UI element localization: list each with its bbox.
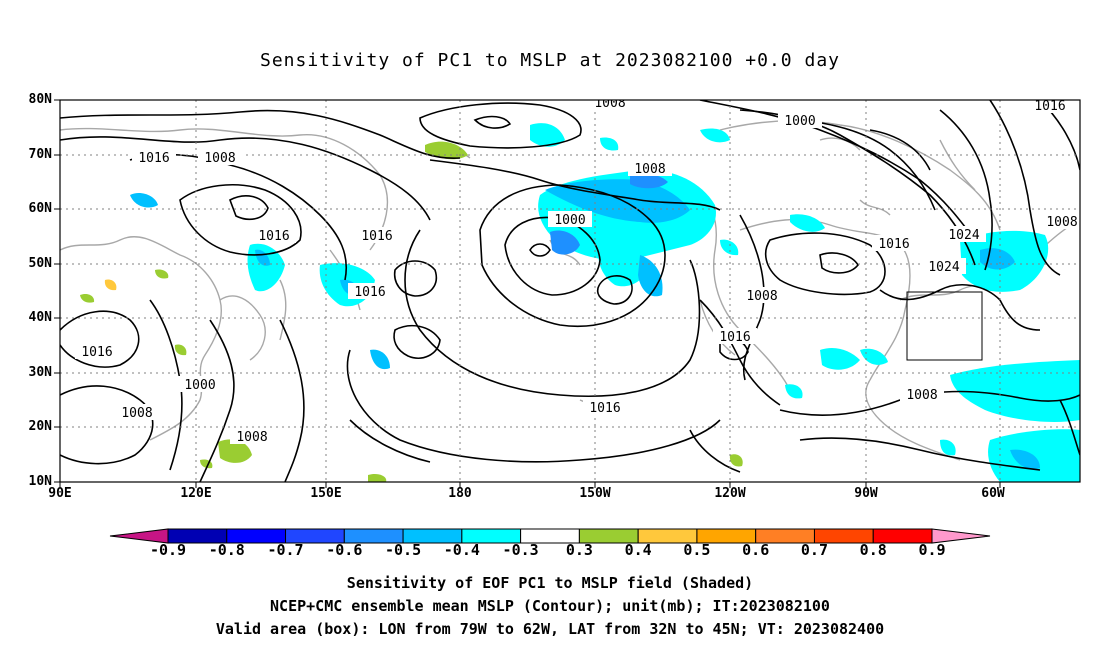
svg-text:1016: 1016 <box>719 330 750 345</box>
contour-label: 1008 <box>198 149 242 166</box>
colorbar-label: 0.7 <box>800 541 828 559</box>
contour-label: 1008 <box>1040 213 1080 230</box>
svg-text:1008: 1008 <box>906 388 937 403</box>
contour-label: 1016 <box>75 343 119 360</box>
lon-label: 150W <box>579 486 611 501</box>
colorbar-label: -0.9 <box>149 541 187 559</box>
colorbar-label: 0.5 <box>683 541 711 559</box>
lat-label: 10N <box>28 474 52 489</box>
colorbar <box>109 528 991 544</box>
lat-label: 20N <box>28 419 52 434</box>
caption-line-3: Valid area (box): LON from 79W to 62W, L… <box>215 620 885 638</box>
contour-label: 1024 <box>942 226 986 243</box>
colorbar-label: 0.6 <box>742 541 770 559</box>
axis-ticks <box>54 99 1001 488</box>
svg-text:1016: 1016 <box>81 345 112 360</box>
colorbar-extend-high <box>931 528 991 544</box>
svg-text:1000: 1000 <box>184 378 215 393</box>
map-title: Sensitivity of PC1 to MSLP at 2023082100… <box>259 50 840 71</box>
colorbar-label: 0.3 <box>565 541 593 559</box>
svg-text:1024: 1024 <box>948 228 979 243</box>
svg-text:1008: 1008 <box>121 406 152 421</box>
lon-label: 120W <box>714 486 746 501</box>
svg-text:1000: 1000 <box>784 114 815 129</box>
contour-label: 1008 <box>588 96 632 111</box>
svg-text:1008: 1008 <box>1046 215 1077 230</box>
lat-label: 60N <box>28 201 52 216</box>
contour-label: 1016 <box>355 227 399 244</box>
contour-label: 1016 <box>252 227 296 244</box>
colorbar-label: -0.3 <box>502 541 539 559</box>
contour-label: 1016 <box>713 328 757 345</box>
sensitivity-map: 1008 1016 1000 1016 1008 1008 1000 1008 … <box>54 96 1081 488</box>
lat-label: 80N <box>28 92 52 107</box>
svg-text:1008: 1008 <box>236 430 267 445</box>
contour-label: 1016 <box>132 149 176 166</box>
contour-label: 1008 <box>900 386 944 403</box>
colorbar-label: 0.8 <box>859 541 887 559</box>
svg-text:1016: 1016 <box>361 229 392 244</box>
contour-label: 1016 <box>348 283 392 300</box>
contour-label: 1000 <box>178 376 222 393</box>
svg-text:1008: 1008 <box>634 162 665 177</box>
svg-text:1008: 1008 <box>594 96 625 111</box>
lon-label: 180 <box>448 486 472 501</box>
colorbar-label: -0.6 <box>326 541 363 559</box>
lon-label: 60W <box>981 486 1005 501</box>
svg-text:1016: 1016 <box>589 401 620 416</box>
colorbar-label: -0.7 <box>267 541 304 559</box>
contour-label-group: 1008 1016 1000 1016 1008 1008 1000 1008 … <box>75 96 1080 445</box>
caption-line-1: Sensitivity of EOF PC1 to MSLP field (Sh… <box>346 574 754 592</box>
colorbar-label: -0.8 <box>208 541 245 559</box>
svg-text:1016: 1016 <box>354 285 385 300</box>
lat-label: 30N <box>28 365 52 380</box>
map-frame <box>59 99 1081 483</box>
contour-label: 1016 <box>872 235 916 252</box>
svg-text:1016: 1016 <box>1034 99 1065 114</box>
svg-text:1000: 1000 <box>554 213 585 228</box>
lon-label: 90W <box>854 486 878 501</box>
contour-label: 1008 <box>230 428 274 445</box>
lat-label: 70N <box>28 147 52 162</box>
contour-label: 1008 <box>628 160 672 177</box>
contour-label: 1016 <box>583 399 627 416</box>
contour-label: 1008 <box>115 404 159 421</box>
lon-label: 120E <box>180 486 212 501</box>
contour-label: 1008 <box>740 287 784 304</box>
lon-label: 150E <box>310 486 342 501</box>
valid-area-box <box>906 291 983 361</box>
colorbar-label: 0.9 <box>918 541 946 559</box>
contour-label: 1016 <box>1028 99 1072 114</box>
svg-text:1016: 1016 <box>878 237 909 252</box>
colorbar-label: 0.4 <box>624 541 652 559</box>
lat-label: 40N <box>28 310 52 325</box>
svg-text:1016: 1016 <box>258 229 289 244</box>
lat-label: 50N <box>28 256 52 271</box>
contour-label: 1000 <box>548 211 592 228</box>
svg-text:1016: 1016 <box>138 151 169 166</box>
svg-text:1024: 1024 <box>928 260 959 275</box>
colorbar-label: -0.5 <box>385 541 422 559</box>
sensitivity-shading <box>80 123 1080 482</box>
svg-text:1008: 1008 <box>746 289 777 304</box>
contour-label: 1024 <box>922 258 966 275</box>
svg-text:1008: 1008 <box>204 151 235 166</box>
colorbar-label: -0.4 <box>443 541 480 559</box>
contour-label: 1000 <box>778 112 822 129</box>
lon-label: 90E <box>48 486 72 501</box>
caption-line-2: NCEP+CMC ensemble mean MSLP (Contour); u… <box>270 597 830 615</box>
